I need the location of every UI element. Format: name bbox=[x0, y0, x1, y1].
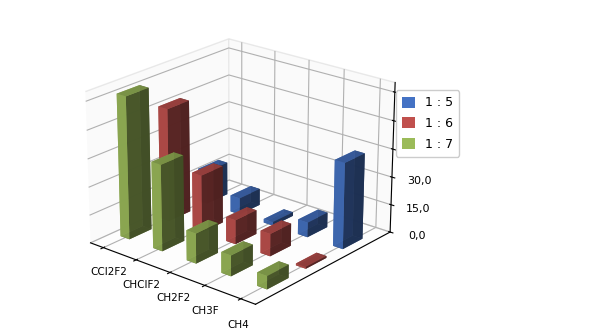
Legend: 1 : 5, 1 : 6, 1 : 7: 1 : 5, 1 : 6, 1 : 7 bbox=[396, 90, 459, 157]
